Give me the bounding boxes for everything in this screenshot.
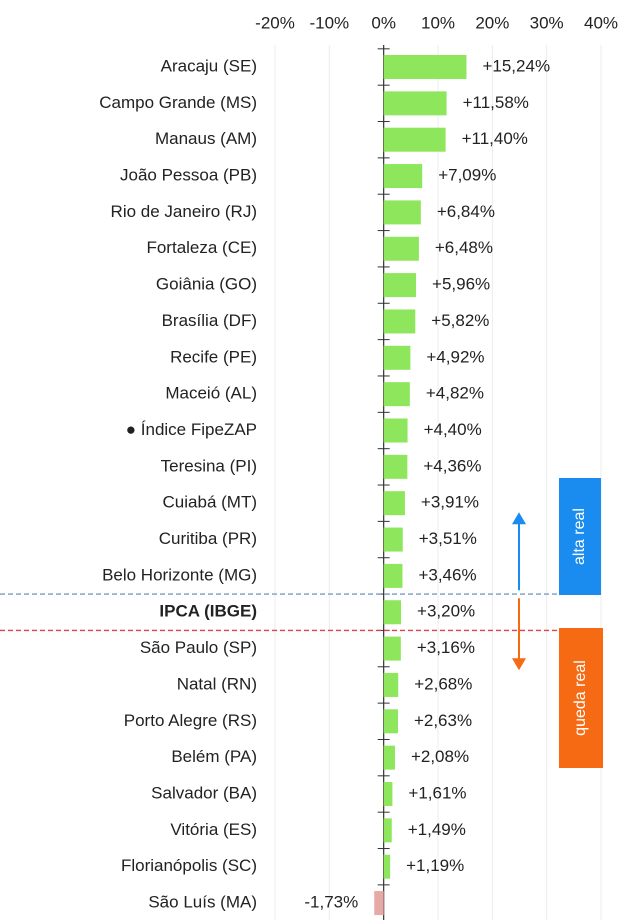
- value-label: +2,68%: [414, 674, 472, 693]
- value-label: +4,82%: [426, 384, 484, 403]
- value-label: +11,40%: [462, 129, 528, 148]
- x-tick-label: 20%: [475, 13, 509, 32]
- category-label: ● Índice FipeZAP: [126, 420, 257, 439]
- category-label: Natal (RN): [177, 674, 257, 693]
- category-label: Maceió (AL): [165, 384, 257, 403]
- category-label: Vitória (ES): [170, 820, 257, 839]
- bar: [383, 854, 391, 879]
- category-label: Belém (PA): [171, 747, 257, 766]
- value-label: +5,82%: [431, 311, 489, 330]
- bar: [383, 745, 395, 770]
- annotation-box: [559, 628, 603, 768]
- bar: [383, 55, 467, 79]
- bar: [383, 236, 419, 261]
- bar: [383, 454, 408, 479]
- category-label: São Paulo (SP): [140, 638, 257, 657]
- value-label: +1,49%: [408, 820, 466, 839]
- arrow-head: [512, 658, 526, 671]
- category-label: Campo Grande (MS): [99, 93, 257, 112]
- category-label: Fortaleza (CE): [146, 238, 257, 257]
- bar: [383, 309, 416, 334]
- value-label: +2,63%: [414, 711, 472, 730]
- category-label: Curitiba (PR): [159, 529, 257, 548]
- bar: [383, 200, 421, 225]
- category-label: Teresina (PI): [161, 456, 257, 475]
- x-tick-label: 40%: [584, 13, 618, 32]
- x-tick-label: 30%: [530, 13, 564, 32]
- value-label: +1,19%: [406, 856, 464, 875]
- category-label: Florianópolis (SC): [121, 856, 257, 875]
- value-label: +4,40%: [424, 420, 482, 439]
- x-tick-label: 10%: [421, 13, 455, 32]
- value-label: +3,46%: [418, 565, 476, 584]
- bar: [383, 382, 410, 407]
- bar: [383, 491, 405, 516]
- bar: [383, 91, 447, 116]
- category-label: Cuiabá (MT): [163, 493, 257, 512]
- value-label: +6,48%: [435, 238, 493, 257]
- category-label: Aracaju (SE): [161, 56, 257, 75]
- value-label: +2,08%: [411, 747, 469, 766]
- annotation-label: queda real: [572, 660, 589, 736]
- value-label: +4,36%: [423, 456, 481, 475]
- category-label: Salvador (BA): [151, 783, 257, 802]
- value-label: +5,96%: [432, 275, 490, 294]
- category-label: Recife (PE): [170, 347, 257, 366]
- category-label: João Pessoa (PB): [120, 166, 257, 185]
- x-tick-label: -10%: [309, 13, 349, 32]
- annotation-label: alta real: [571, 508, 588, 565]
- bar: [383, 563, 403, 588]
- bar: [383, 709, 398, 734]
- category-label: Rio de Janeiro (RJ): [111, 202, 257, 221]
- bar: [383, 345, 411, 370]
- annotation-box: [559, 478, 601, 595]
- bar: [383, 782, 393, 806]
- bar: [383, 636, 401, 661]
- value-label: +11,58%: [463, 93, 529, 112]
- bar: [383, 600, 402, 625]
- value-label: +15,24%: [482, 56, 550, 75]
- category-label: Porto Alegre (RS): [124, 711, 257, 730]
- category-label: IPCA (IBGE): [159, 602, 257, 621]
- bar: [383, 818, 392, 843]
- bar: [383, 527, 403, 552]
- category-label: Belo Horizonte (MG): [102, 565, 257, 584]
- value-label: +3,16%: [417, 638, 475, 657]
- x-tick-label: -20%: [255, 13, 295, 32]
- category-label: São Luís (MA): [148, 893, 257, 912]
- bar: [383, 127, 446, 152]
- category-label: Brasília (DF): [162, 311, 257, 330]
- arrow-head: [512, 512, 526, 525]
- value-label: +4,92%: [426, 347, 484, 366]
- value-label: +3,20%: [417, 602, 475, 621]
- value-label: +3,51%: [419, 529, 477, 548]
- value-label: +7,09%: [438, 166, 496, 185]
- bar: [374, 891, 384, 916]
- category-label: Goiânia (GO): [156, 275, 257, 294]
- bar: [383, 273, 417, 298]
- value-label: +3,91%: [421, 493, 479, 512]
- bar: [383, 164, 423, 189]
- category-label: Manaus (AM): [155, 129, 257, 148]
- value-label: -1,73%: [304, 893, 358, 912]
- value-label: +1,61%: [408, 783, 466, 802]
- bar: [383, 672, 399, 697]
- value-label: +6,84%: [437, 202, 495, 221]
- x-tick-label: 0%: [371, 13, 396, 32]
- bar: [383, 418, 408, 443]
